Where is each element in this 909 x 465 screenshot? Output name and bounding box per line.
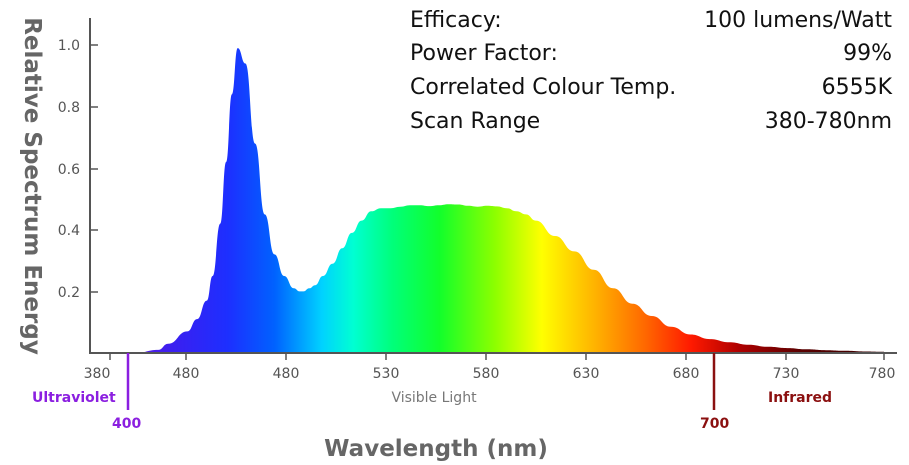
x-tick-label: 680 bbox=[673, 366, 700, 382]
y-tick-label: 0.2 bbox=[58, 285, 80, 301]
y-axis-title: Relative Spectrum Energy bbox=[19, 17, 45, 355]
spec-label: Efficacy: bbox=[410, 8, 502, 33]
x-tick-label: 380 bbox=[84, 366, 111, 382]
x-tick-label: 530 bbox=[373, 366, 400, 382]
spectrum-area bbox=[135, 48, 884, 353]
x-tick-label: 630 bbox=[573, 366, 600, 382]
ultraviolet-marker: Ultraviolet 400 bbox=[32, 353, 141, 432]
x-tick-label: 480 bbox=[173, 366, 200, 382]
infrared-label: Infrared bbox=[768, 390, 832, 406]
x-tick-label: 780 bbox=[869, 366, 896, 382]
ultraviolet-label: Ultraviolet bbox=[32, 390, 116, 406]
spec-value: 6555K bbox=[822, 75, 893, 100]
x-ticks: 380 480 480 530 580 630 680 730 780 bbox=[84, 353, 896, 382]
spec-label: Scan Range bbox=[410, 109, 540, 134]
y-tick-label: 1.0 bbox=[58, 38, 80, 54]
spec-label: Correlated Colour Temp. bbox=[410, 75, 676, 100]
spec-value: 99% bbox=[843, 41, 892, 66]
specs-panel: Efficacy: 100 lumens/Watt Power Factor: … bbox=[410, 8, 893, 134]
y-tick-label: 0.6 bbox=[58, 162, 80, 178]
spec-value: 100 lumens/Watt bbox=[704, 8, 892, 33]
x-tick-label: 480 bbox=[273, 366, 300, 382]
y-tick-label: 0.8 bbox=[58, 100, 80, 116]
spec-label: Power Factor: bbox=[410, 41, 558, 66]
infrared-marker-value: 700 bbox=[700, 416, 729, 432]
visible-light-label: Visible Light bbox=[391, 390, 477, 406]
infrared-marker: Infrared 700 bbox=[700, 353, 832, 432]
x-axis-title: Wavelength (nm) bbox=[324, 436, 548, 462]
spec-value: 380-780nm bbox=[765, 109, 892, 134]
x-tick-label: 730 bbox=[773, 366, 800, 382]
y-ticks: 1.0 0.8 0.6 0.4 0.2 bbox=[58, 38, 98, 301]
y-tick-label: 0.4 bbox=[58, 223, 80, 239]
x-tick-label: 580 bbox=[473, 366, 500, 382]
ultraviolet-marker-value: 400 bbox=[112, 416, 141, 432]
